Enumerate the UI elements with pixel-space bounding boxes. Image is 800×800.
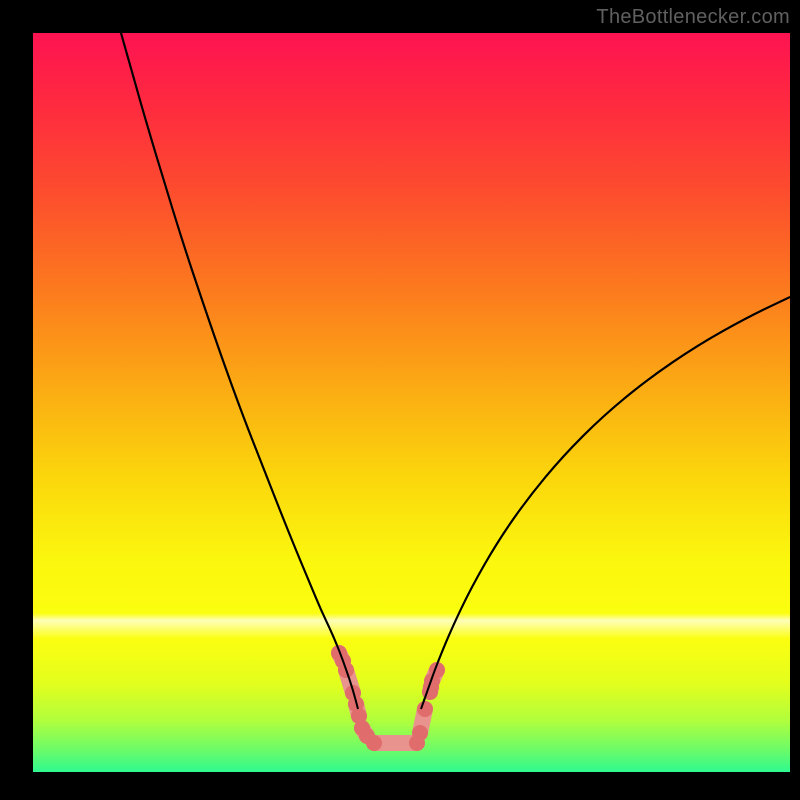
pink-segment-cap [412, 725, 428, 741]
bottleneck-chart [0, 0, 800, 800]
pink-segment-cap [366, 735, 382, 751]
pink-segment-cap [417, 701, 433, 717]
watermark-text: TheBottlenecker.com [596, 6, 790, 29]
heat-gradient-area [33, 33, 790, 772]
